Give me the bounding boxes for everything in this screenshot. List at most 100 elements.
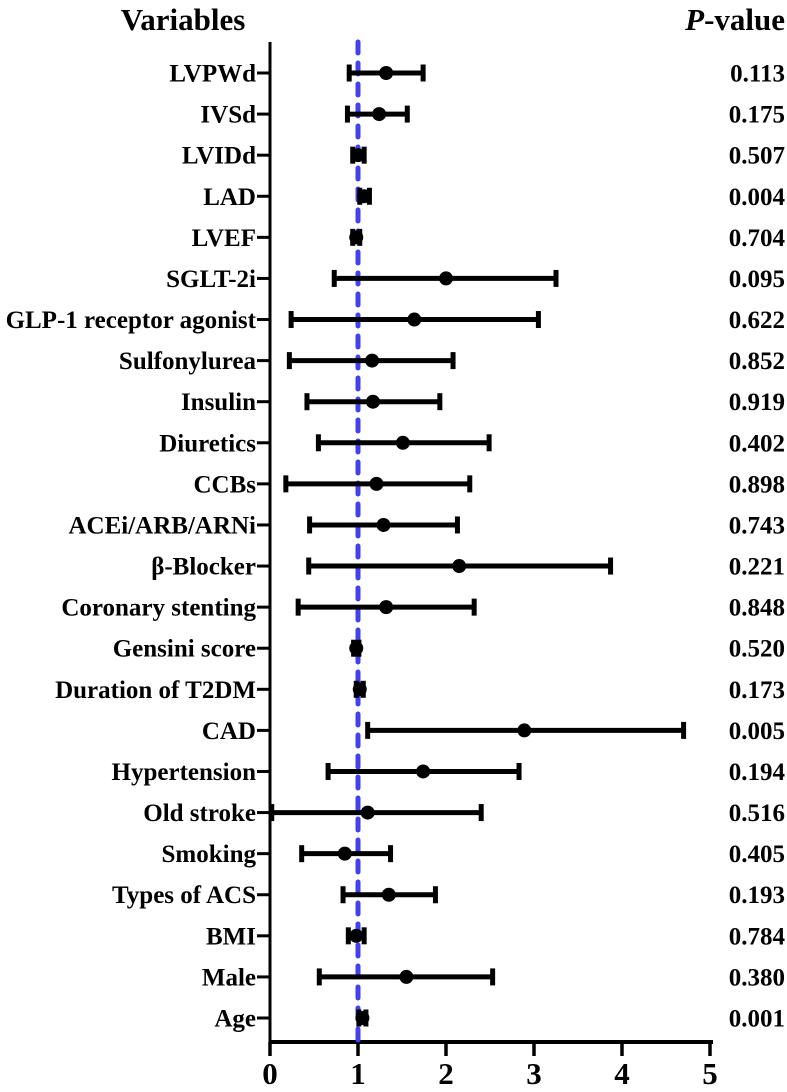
p-value: 0.001: [729, 1006, 785, 1033]
point-estimate: [399, 969, 414, 984]
point-estimate: [439, 271, 453, 286]
pvalue-column-title: P-value: [684, 2, 785, 37]
row-label: Old stroke: [143, 800, 256, 827]
point-estimate: [379, 66, 394, 80]
pvalue-title-italic-p: P: [684, 2, 705, 37]
row-label: Diuretics: [159, 430, 256, 457]
x-tick-label: 5: [702, 1056, 718, 1091]
row-label: CCBs: [193, 471, 256, 498]
x-tick-label: 4: [614, 1056, 630, 1091]
forest-row: Gensini score 0.520: [113, 636, 785, 663]
row-label: CAD: [202, 718, 256, 745]
row-label: LVIDd: [182, 143, 256, 170]
point-estimate: [357, 189, 372, 204]
axis-layer: 0 1 2 3 4 5: [262, 42, 718, 1091]
point-estimate: [351, 148, 365, 163]
row-label: GLP-1 receptor agonist: [6, 307, 257, 334]
point-estimate: [349, 230, 364, 245]
point-estimate: [360, 805, 375, 820]
p-value: 0.193: [729, 882, 785, 909]
row-label: ACEi/ARB/ARNi: [68, 512, 256, 539]
p-value: 0.704: [729, 225, 786, 252]
x-tick-label: 2: [438, 1056, 454, 1091]
row-label: LVPWd: [169, 61, 256, 88]
p-value: 0.175: [729, 102, 785, 129]
forest-row: Sulfonylurea 0.852: [119, 348, 785, 375]
point-estimate: [517, 723, 532, 738]
forest-row: SGLT-2i 0.095: [166, 266, 785, 293]
row-label: Coronary stenting: [61, 595, 256, 622]
point-estimate: [337, 846, 352, 861]
forest-row: Male 0.380: [202, 964, 785, 991]
point-estimate: [407, 312, 422, 327]
point-estimate: [349, 641, 364, 656]
forest-row: BMI 0.784: [206, 923, 786, 950]
forest-row: GLP-1 receptor agonist 0.622: [6, 307, 785, 334]
forest-row: LVIDd 0.507: [182, 143, 785, 170]
point-estimate: [416, 764, 431, 779]
p-value: 0.113: [730, 61, 785, 88]
row-label: LVEF: [192, 225, 256, 252]
forest-row: Diuretics 0.402: [159, 430, 785, 457]
point-estimate: [365, 353, 380, 368]
forest-row: Smoking 0.405: [162, 841, 785, 868]
pvalue-title-rest: -value: [704, 2, 785, 37]
point-estimate: [369, 476, 384, 491]
row-label: SGLT-2i: [166, 266, 256, 293]
p-value: 0.852: [729, 348, 785, 375]
forest-row: Hypertension 0.194: [112, 759, 786, 786]
forest-row: LVPWd 0.113: [169, 61, 785, 88]
forest-row: CAD 0.005: [202, 718, 785, 745]
p-value: 0.402: [729, 430, 785, 457]
forest-row: Old stroke 0.516: [143, 800, 785, 827]
forest-row: CCBs 0.898: [193, 471, 785, 498]
p-value: 0.520: [729, 636, 785, 663]
p-value: 0.743: [729, 512, 785, 539]
row-label: Male: [202, 964, 256, 991]
p-value: 0.507: [729, 143, 785, 170]
row-label: Hypertension: [112, 759, 257, 786]
row-label: Age: [214, 1006, 256, 1033]
forest-row: ACEi/ARB/ARNi 0.743: [68, 512, 785, 539]
forest-row: IVSd 0.175: [200, 102, 785, 129]
point-estimate: [379, 600, 394, 615]
p-value: 0.848: [729, 595, 785, 622]
point-estimate: [452, 559, 467, 574]
x-tick-label: 1: [350, 1056, 366, 1091]
p-value: 0.516: [729, 800, 785, 827]
row-label: BMI: [206, 923, 256, 950]
p-value: 0.005: [729, 718, 785, 745]
forest-row: LAD 0.004: [203, 184, 785, 211]
point-estimate: [381, 887, 396, 902]
forest-row: β-Blocker 0.221: [151, 554, 785, 581]
forest-row: LVEF 0.704: [192, 225, 786, 252]
point-estimate: [365, 394, 380, 409]
p-value: 0.095: [729, 266, 785, 293]
point-estimate: [349, 928, 364, 943]
forest-row: Coronary stenting 0.848: [61, 595, 785, 622]
point-estimate: [395, 435, 410, 450]
p-value: 0.221: [729, 554, 785, 581]
p-value: 0.173: [729, 677, 785, 704]
forest-row: Duration of T2DM 0.173: [55, 677, 785, 704]
point-estimate: [355, 1011, 370, 1025]
point-estimate: [352, 682, 367, 697]
point-estimate: [372, 107, 387, 122]
data-rows-layer: LVPWd 0.113 IVSd 0.175 LVIDd 0.507 LAD 0.004 LVE…: [6, 61, 786, 1033]
p-value: 0.405: [729, 841, 785, 868]
p-value: 0.004: [729, 184, 786, 211]
x-tick-label: 0: [262, 1056, 278, 1091]
row-label: Smoking: [162, 841, 257, 868]
row-label: Insulin: [181, 389, 256, 416]
p-value: 0.380: [729, 964, 785, 991]
row-label: IVSd: [200, 102, 256, 129]
row-label: LAD: [203, 184, 256, 211]
row-label: β-Blocker: [151, 554, 256, 581]
row-label: Sulfonylurea: [119, 348, 257, 375]
variables-column-title: Variables: [121, 2, 246, 37]
p-value: 0.898: [729, 471, 785, 498]
row-label: Gensini score: [113, 636, 256, 663]
forest-row: Insulin 0.919: [181, 389, 785, 416]
